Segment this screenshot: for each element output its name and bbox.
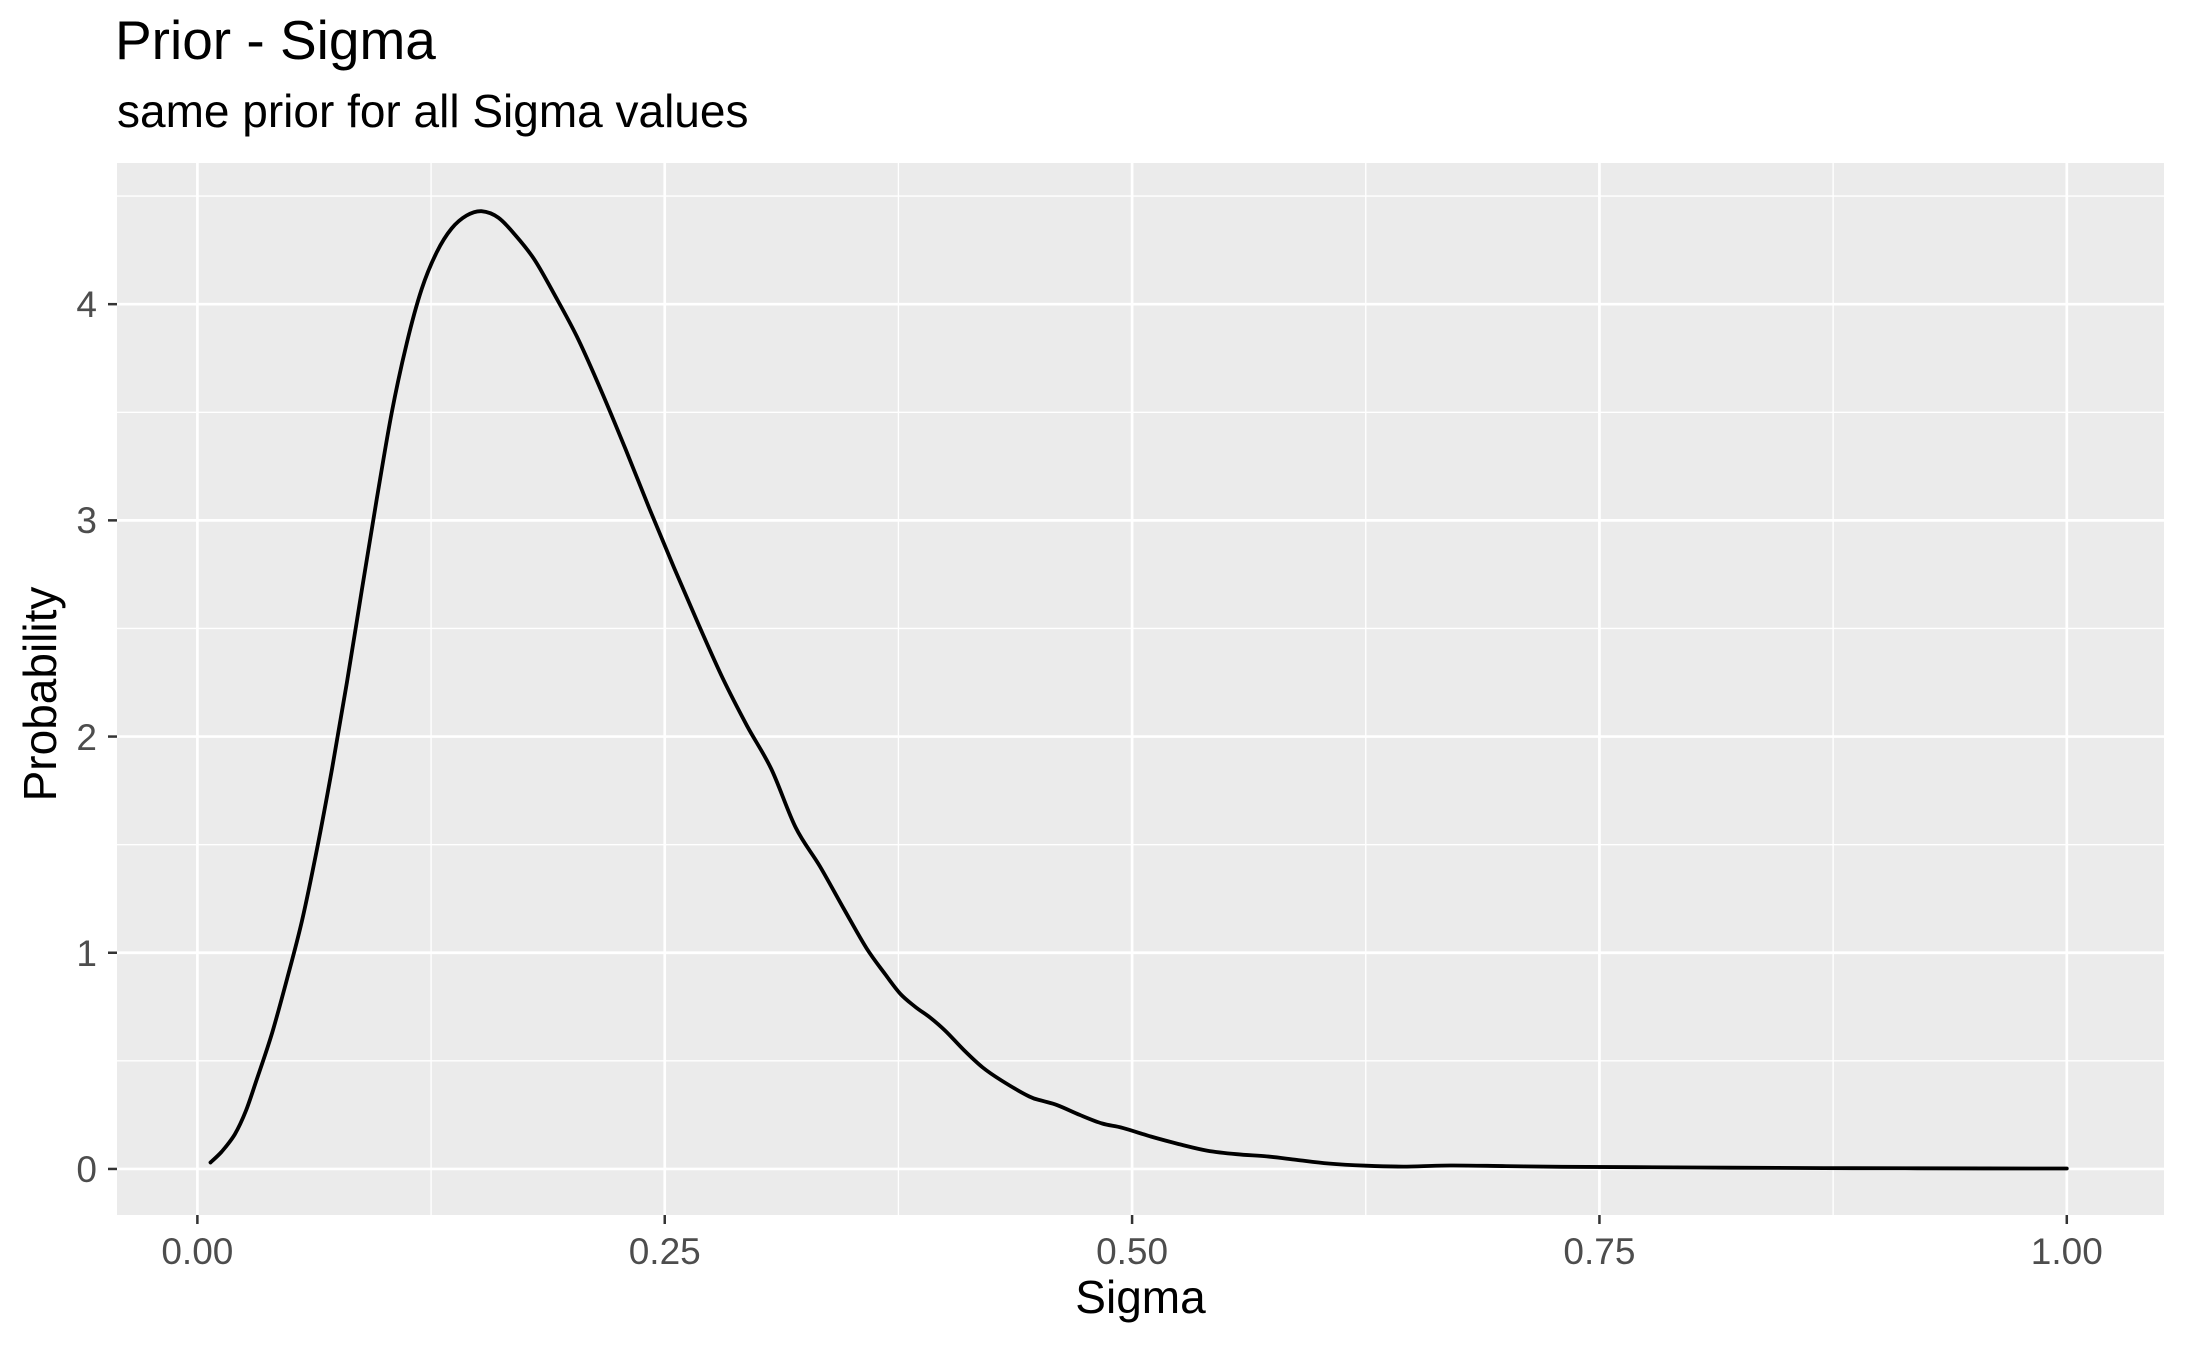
x-axis-tick-label: 1.00 bbox=[2030, 1231, 2103, 1272]
major-gridlines bbox=[117, 163, 2164, 1215]
y-axis-tick-label: 4 bbox=[76, 284, 97, 326]
y-axis-tick-label: 0 bbox=[76, 1148, 97, 1190]
axis-tick-marks bbox=[108, 302, 2069, 1224]
x-axis-tick-label: 0.00 bbox=[161, 1231, 234, 1272]
x-axis-tick-label: 0.75 bbox=[1563, 1231, 1636, 1272]
x-axis-tick-label: 0.50 bbox=[1096, 1231, 1169, 1272]
plot-subtitle: same prior for all Sigma values bbox=[117, 85, 749, 137]
y-axis-tick-label: 3 bbox=[76, 500, 97, 542]
minor-gridlines bbox=[117, 163, 2164, 1215]
y-axis-tick-label: 1 bbox=[76, 932, 97, 974]
plot-title: Prior - Sigma bbox=[115, 9, 436, 71]
density-curve bbox=[208, 209, 2069, 1171]
y-axis-title: Probability bbox=[14, 586, 66, 802]
y-axis-tick-label: 2 bbox=[76, 716, 97, 758]
x-axis-title: Sigma bbox=[1075, 1271, 1206, 1323]
panel-background bbox=[117, 163, 2164, 1215]
x-axis-tick-label: 0.25 bbox=[628, 1231, 701, 1272]
